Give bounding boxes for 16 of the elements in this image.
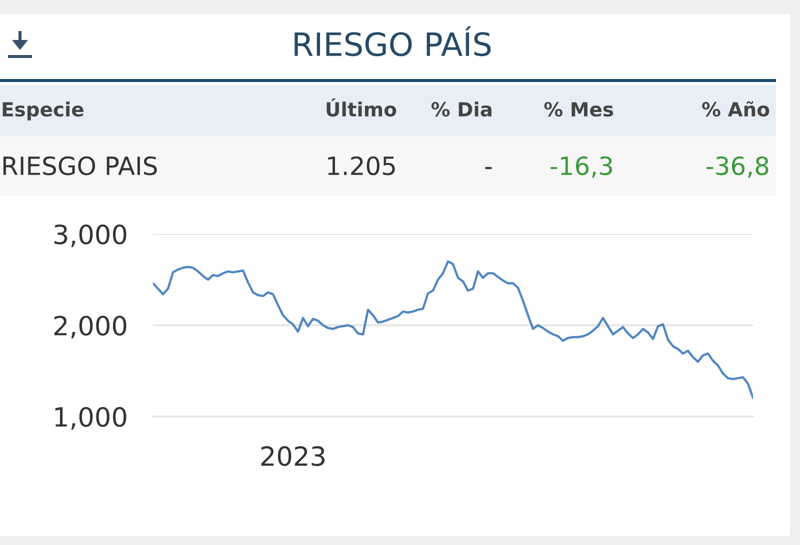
text: 1.205 (328, 156, 395, 176)
text: - (485, 167, 492, 170)
y-tick-label: 1,000 (55, 406, 126, 430)
text: Último (326, 98, 396, 117)
text: % Dia (431, 102, 492, 117)
text: % Mes (544, 102, 614, 117)
text: Especie (2, 102, 84, 120)
y-tick-label: 2,000 (54, 316, 126, 338)
text: -16,3 (550, 156, 612, 178)
text: % Año (702, 101, 770, 117)
line-series (153, 260, 753, 399)
x-tick-label: 2023 (261, 446, 324, 466)
text: RIESGO PAIS (3, 156, 157, 176)
y-tick-label: 3,000 (54, 224, 126, 248)
chart-title: RIESGO PAÍS (294, 26, 491, 56)
text: -36,8 (706, 156, 768, 178)
